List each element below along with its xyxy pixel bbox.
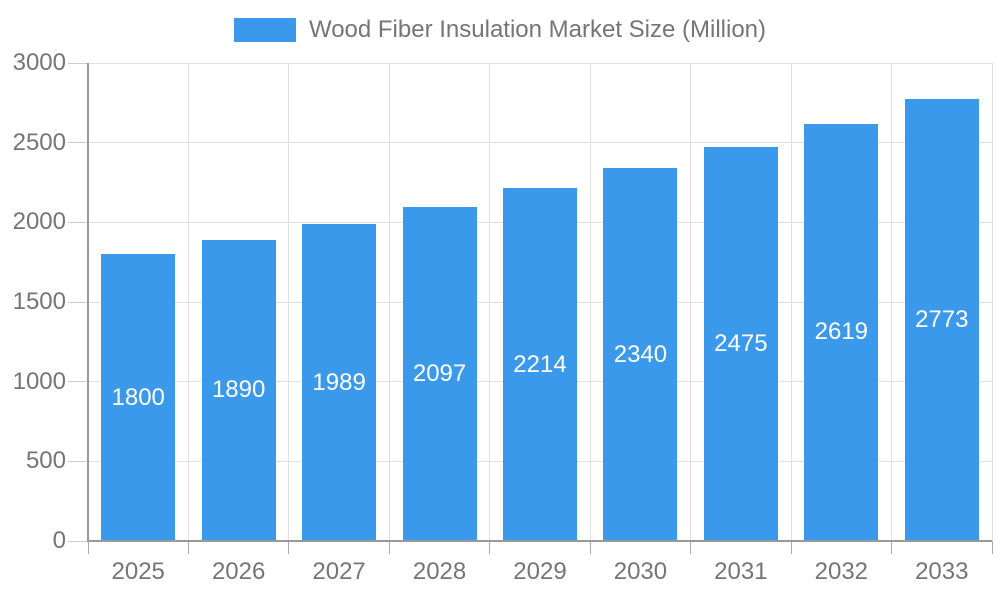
y-axis-label: 1000 xyxy=(12,367,66,395)
x-axis-tick xyxy=(187,541,189,554)
y-axis-tick xyxy=(68,62,88,64)
x-gridline xyxy=(589,63,591,541)
legend-label: Wood Fiber Insulation Market Size (Milli… xyxy=(308,16,767,43)
x-gridline xyxy=(790,63,792,541)
y-axis-tick xyxy=(68,540,88,542)
y-axis-line xyxy=(87,63,89,541)
bar[interactable]: 2475 xyxy=(703,146,778,541)
bar-value-label: 2773 xyxy=(915,306,969,334)
y-axis-label: 500 xyxy=(25,447,66,475)
bar-value-label: 2475 xyxy=(714,329,768,357)
bar-value-label: 2097 xyxy=(412,359,467,387)
x-gridline xyxy=(388,63,390,541)
x-axis-label: 2033 xyxy=(915,558,969,585)
y-axis-tick xyxy=(68,381,88,383)
x-axis-label: 2028 xyxy=(412,558,467,585)
y-axis-tick xyxy=(68,221,88,223)
x-gridline xyxy=(187,63,189,541)
bar[interactable]: 2340 xyxy=(603,168,678,541)
y-gridline xyxy=(88,142,992,144)
x-axis-tick xyxy=(589,541,591,554)
bar[interactable]: 1800 xyxy=(101,254,176,541)
x-gridline xyxy=(288,63,290,541)
x-axis-line xyxy=(87,540,992,542)
x-axis-label: 2032 xyxy=(814,558,869,585)
bar[interactable]: 2097 xyxy=(402,206,477,541)
bar[interactable]: 2773 xyxy=(904,99,979,541)
x-gridline xyxy=(690,63,692,541)
x-axis-label: 2030 xyxy=(613,558,668,585)
bar[interactable]: 2214 xyxy=(503,188,577,541)
x-axis-tick xyxy=(690,541,692,554)
y-axis-label: 1500 xyxy=(12,288,66,315)
bar[interactable]: 2619 xyxy=(804,123,879,541)
x-gridline xyxy=(489,63,491,541)
x-axis-tick xyxy=(87,541,89,554)
x-gridline xyxy=(991,63,993,541)
x-axis-tick xyxy=(388,541,390,554)
y-axis-tick xyxy=(68,460,88,462)
bar-value-label: 2619 xyxy=(814,318,869,346)
x-axis-label: 2027 xyxy=(312,558,366,585)
x-axis-label: 2031 xyxy=(714,558,768,585)
y-axis-tick xyxy=(68,142,88,144)
x-axis-tick xyxy=(288,541,290,554)
y-axis-label: 2500 xyxy=(12,128,66,156)
bar-value-label: 1800 xyxy=(111,383,165,411)
y-axis-label: 2000 xyxy=(12,208,66,236)
y-axis-label: 0 xyxy=(52,527,66,554)
bar[interactable]: 1890 xyxy=(201,239,276,541)
y-gridline xyxy=(88,62,992,64)
x-axis-label: 2025 xyxy=(111,558,165,585)
legend-swatch-icon xyxy=(233,18,296,42)
bar-value-label: 2340 xyxy=(613,340,668,368)
x-axis-tick xyxy=(991,541,993,554)
x-gridline xyxy=(891,63,893,541)
bar[interactable]: 1989 xyxy=(302,224,377,541)
bar-value-label: 1890 xyxy=(211,376,266,404)
x-axis-tick xyxy=(790,541,792,554)
y-axis-label: 3000 xyxy=(12,49,66,76)
bar-value-label: 2214 xyxy=(513,350,567,378)
x-axis-tick xyxy=(891,541,893,554)
x-axis-label: 2029 xyxy=(513,558,567,585)
y-axis-tick xyxy=(68,301,88,303)
bar-value-label: 1989 xyxy=(312,368,366,396)
x-axis-tick xyxy=(489,541,491,554)
legend-item[interactable]: Wood Fiber Insulation Market Size (Milli… xyxy=(0,16,1000,44)
x-axis-label: 2026 xyxy=(211,558,266,585)
